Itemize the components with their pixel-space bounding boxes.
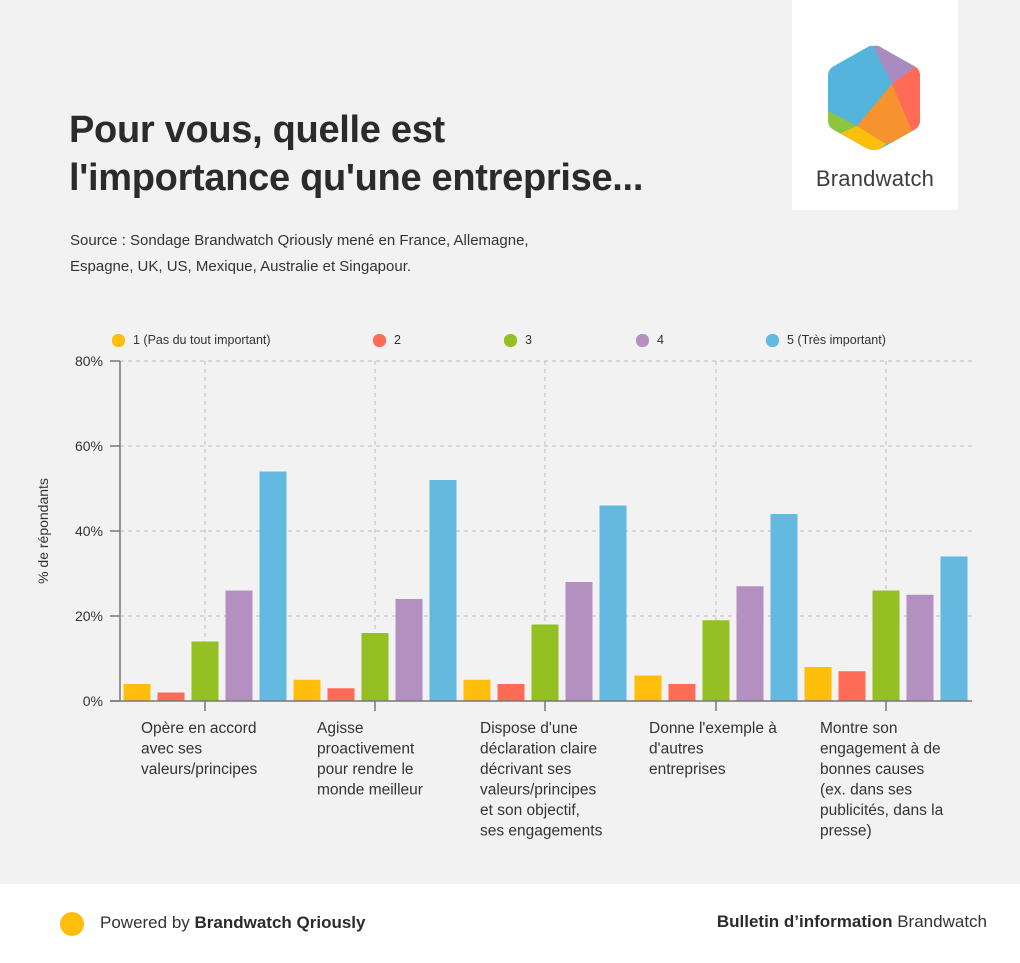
bar-cat3-s2	[497, 684, 525, 701]
bar-cat2-s4	[395, 599, 423, 701]
category-label-5: Montre son	[820, 720, 898, 737]
source-note: Source : Sondage Brandwatch Qriously men…	[70, 228, 529, 280]
category-label-2: monde meilleur	[317, 782, 423, 799]
bar-cat1-s1	[123, 684, 151, 701]
bar-cat5-s5	[940, 556, 968, 701]
y-tick-label: 0%	[83, 693, 103, 709]
bar-cat4-s1	[634, 675, 662, 701]
legend-swatch-2	[373, 334, 386, 347]
legend-label-1: 1 (Pas du tout important)	[133, 333, 271, 347]
legend-swatch-5	[766, 334, 779, 347]
axes	[110, 360, 972, 711]
category-label-4: Donne l'exemple à	[649, 720, 777, 737]
labels: 0% 20% 40% 60% 80% % de répondants Opère en ac…	[35, 353, 944, 840]
category-label-3: et son objectif,	[480, 802, 580, 819]
brandwatch-hexagon-icon	[828, 45, 920, 150]
category-label-1: avec ses	[141, 741, 202, 758]
footer: Powered by Brandwatch Qriously Bulletin …	[0, 884, 1020, 963]
bar-cat5-s3	[872, 590, 900, 701]
category-label-1: Opère en accord	[141, 720, 256, 737]
bar-cat4-s3	[702, 620, 730, 701]
bar-cat4-s2	[668, 684, 696, 701]
logo-wordmark: Brandwatch	[815, 166, 935, 191]
bar-cat1-s3	[191, 641, 219, 701]
bar-chart: 1 (Pas du tout important) 2 3 4 5 (Très impo…	[35, 333, 972, 840]
category-label-3: Dispose d'une	[480, 720, 578, 737]
legend-label-5: 5 (Très important)	[787, 333, 886, 347]
bar-cat1-s5	[259, 471, 287, 701]
bar-cat3-s1	[463, 679, 491, 701]
y-tick-label: 60%	[75, 438, 103, 454]
category-label-5: publicités, dans la	[820, 802, 944, 819]
bar-cat2-s5	[429, 480, 457, 701]
category-label-3: valeurs/principes	[480, 782, 597, 799]
category-label-5: presse)	[820, 823, 872, 840]
y-tick-label: 80%	[75, 353, 103, 369]
page-title: Pour vous, quelle est l'importance qu'un…	[69, 106, 643, 202]
bars	[123, 471, 968, 701]
category-label-5: engagement à de	[820, 741, 941, 758]
source-line-1: Source : Sondage Brandwatch Qriously men…	[70, 232, 529, 249]
category-label-3: déclaration claire	[480, 741, 597, 758]
legend-swatch-1	[112, 334, 125, 347]
legend-swatch-3	[504, 334, 517, 347]
bar-cat3-s5	[599, 505, 627, 701]
category-label-2: pour rendre le	[317, 761, 414, 778]
bulletin-credit: Bulletin d’information Brandwatch	[717, 912, 987, 932]
legend: 1 (Pas du tout important) 2 3 4 5 (Très impo…	[112, 333, 886, 347]
category-label-2: proactivement	[317, 741, 415, 758]
bar-cat2-s2	[327, 688, 355, 701]
category-label-5: bonnes causes	[820, 761, 925, 778]
category-label-4: entreprises	[649, 761, 726, 778]
powered-by: Powered by Brandwatch Qriously	[100, 913, 365, 933]
y-tick-label: 40%	[75, 523, 103, 539]
bar-cat3-s4	[565, 582, 593, 701]
title-line-1: Pour vous, quelle est	[69, 109, 445, 151]
logo-orange-segment	[857, 84, 914, 144]
bar-cat1-s2	[157, 692, 185, 701]
category-label-4: d'autres	[649, 741, 704, 758]
category-label-5: (ex. dans ses	[820, 782, 912, 799]
source-line-2: Espagne, UK, US, Mexique, Australie et S…	[70, 258, 412, 275]
y-tick-label: 20%	[75, 608, 103, 624]
brandwatch-logo: Brandwatch	[792, 0, 958, 210]
category-label-2: Agisse	[317, 720, 364, 737]
powered-prefix: Powered by	[100, 913, 195, 932]
title-line-2: l'importance qu'une entreprise...	[69, 157, 644, 199]
bulletin-bold: Bulletin d’information	[716, 912, 893, 931]
powered-brand: Brandwatch Qriously	[194, 913, 366, 932]
bar-cat3-s3	[531, 624, 559, 701]
bar-cat5-s1	[804, 667, 832, 701]
logo-red-segment	[892, 62, 920, 136]
category-label-1: valeurs/principes	[141, 761, 258, 778]
legend-swatch-4	[636, 334, 649, 347]
bulletin-rest: Brandwatch	[892, 912, 987, 931]
bar-cat5-s2	[838, 671, 866, 701]
bar-cat2-s1	[293, 679, 321, 701]
bar-cat5-s4	[906, 594, 934, 701]
bar-cat1-s4	[225, 590, 253, 701]
qriously-dot-icon	[60, 912, 84, 936]
bar-cat4-s4	[736, 586, 764, 701]
bar-cat4-s5	[770, 514, 798, 701]
legend-label-3: 3	[525, 333, 532, 347]
category-label-3: ses engagements	[480, 823, 603, 840]
legend-label-2: 2	[394, 333, 401, 347]
category-label-3: décrivant ses	[480, 761, 572, 778]
y-axis-title: % de répondants	[35, 478, 51, 584]
bar-cat2-s3	[361, 633, 389, 701]
legend-label-4: 4	[657, 333, 664, 347]
